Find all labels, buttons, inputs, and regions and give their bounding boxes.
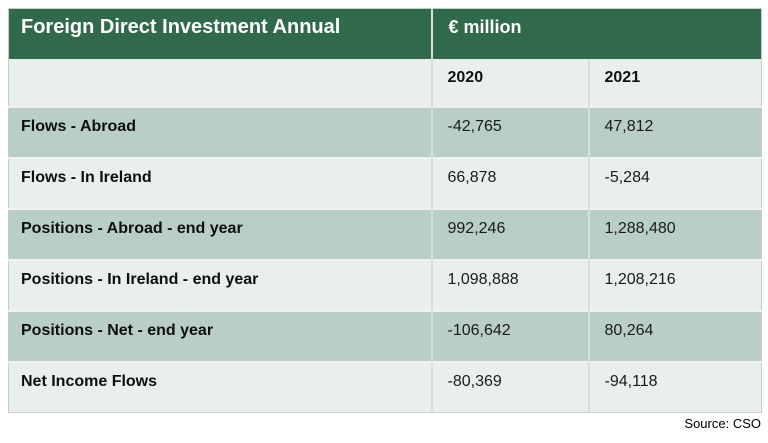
row-label: Flows - In Ireland (8, 156, 432, 209)
table-unit-label: € million (430, 8, 762, 59)
table-row-net-income-flows: Net Income Flows -80,369 -94,118 (8, 360, 762, 413)
value-2021: 1,288,480 (587, 207, 762, 260)
table-title-row: Foreign Direct Investment Annual € milli… (8, 8, 762, 59)
value-2020: -42,765 (430, 105, 589, 158)
row-label: Flows - Abroad (8, 105, 432, 158)
column-header-2021: 2021 (587, 58, 762, 107)
fdi-table: Foreign Direct Investment Annual € milli… (8, 8, 763, 413)
value-2020: 1,098,888 (430, 258, 589, 311)
table-row-flows-abroad: Flows - Abroad -42,765 47,812 (8, 105, 762, 158)
row-label: Net Income Flows (8, 360, 432, 413)
fdi-table-container: Foreign Direct Investment Annual € milli… (8, 8, 763, 431)
table-row-positions-in-ireland: Positions - In Ireland - end year 1,098,… (8, 258, 762, 311)
table-row-flows-in-ireland: Flows - In Ireland 66,878 -5,284 (8, 156, 762, 209)
column-header-2020: 2020 (430, 58, 589, 107)
table-title: Foreign Direct Investment Annual (8, 8, 432, 59)
row-label: Positions - Net - end year (8, 309, 432, 362)
table-row-positions-net: Positions - Net - end year -106,642 80,2… (8, 309, 762, 362)
row-label: Positions - In Ireland - end year (8, 258, 432, 311)
column-header-row: 2020 2021 (8, 58, 762, 107)
source-note: Source: CSO (684, 416, 761, 431)
value-2021: 1,208,216 (587, 258, 762, 311)
row-label: Positions - Abroad - end year (8, 207, 432, 260)
value-2020: 992,246 (430, 207, 589, 260)
empty-header-cell (8, 58, 432, 107)
table-row-positions-abroad: Positions - Abroad - end year 992,246 1,… (8, 207, 762, 260)
value-2021: 47,812 (587, 105, 762, 158)
value-2021: -94,118 (587, 360, 762, 413)
value-2020: 66,878 (430, 156, 589, 209)
value-2021: -5,284 (587, 156, 762, 209)
value-2020: -106,642 (430, 309, 589, 362)
value-2021: 80,264 (587, 309, 762, 362)
value-2020: -80,369 (430, 360, 589, 413)
